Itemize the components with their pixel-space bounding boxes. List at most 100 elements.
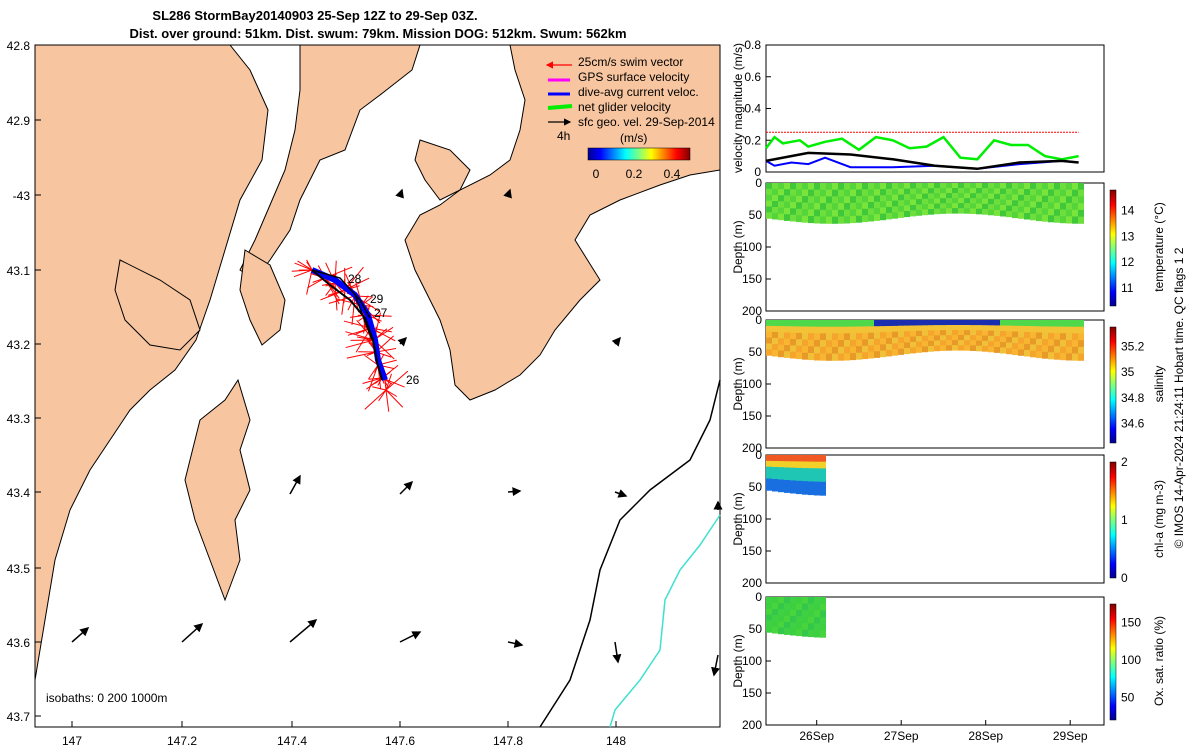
section-cell [1036, 189, 1042, 197]
section-cell [898, 348, 904, 355]
section-cell [1012, 188, 1018, 196]
section-cell [802, 468, 808, 476]
section-ytick-label: 200 [742, 718, 762, 732]
section-cell [976, 345, 982, 352]
section-cell [946, 203, 952, 209]
section-cell [766, 325, 772, 333]
section-cell [862, 320, 868, 327]
land-penisula2 [114, 259, 201, 351]
section-cell [778, 320, 784, 327]
day-label-29: 29 [370, 292, 384, 306]
section-cell [784, 486, 790, 493]
section-cell [814, 630, 820, 638]
section-cell [1048, 189, 1054, 197]
section-cell [766, 349, 772, 356]
section-cell [1078, 346, 1084, 355]
section-cell [850, 196, 856, 204]
section-cell [820, 203, 826, 211]
section-cell [988, 330, 994, 337]
section-cell [874, 320, 880, 327]
section-cell [964, 183, 970, 189]
section-cell [802, 352, 808, 360]
section-cell [1012, 343, 1018, 350]
section-cell [790, 214, 796, 222]
section-cell [1078, 326, 1084, 334]
section-cell [766, 337, 772, 344]
section-cell [784, 480, 790, 487]
section-cell [1072, 203, 1078, 211]
section-cell [808, 202, 814, 210]
section-cell [784, 183, 790, 190]
section-cell [988, 188, 994, 195]
section-cell [958, 203, 964, 209]
isobath-1000 [609, 514, 721, 728]
section-cell [1048, 332, 1054, 340]
section-ytick-label: 100 [742, 654, 762, 668]
section-cell [1066, 346, 1072, 354]
section-cell [1036, 338, 1042, 346]
section-cell [766, 597, 772, 604]
section-cell [856, 326, 862, 334]
section-cell [946, 198, 952, 204]
cbar-tick-2: 0.4 [664, 167, 681, 181]
section-cell [1048, 320, 1054, 327]
section-cell [970, 203, 976, 209]
section-cell [880, 183, 886, 190]
section-cell [778, 473, 784, 480]
section-cell [934, 183, 940, 189]
section-cell [820, 183, 826, 191]
section-cell [778, 344, 784, 352]
section-cell [946, 340, 952, 346]
section-cell [1012, 194, 1018, 201]
section-cell [796, 461, 802, 469]
section-cell [1048, 202, 1054, 210]
section-cell [802, 481, 808, 489]
swim-vector [293, 269, 313, 278]
section-cell [802, 455, 808, 462]
geo-arrow [399, 631, 422, 643]
section-cell [838, 183, 844, 191]
section-cell [772, 320, 778, 327]
section-cell [766, 200, 772, 207]
section-cell [814, 481, 820, 489]
section-ytick-label: 0 [755, 590, 762, 604]
section-cell [766, 188, 772, 196]
section-cell [838, 340, 844, 348]
section-cell [778, 597, 784, 604]
section-cell [784, 195, 790, 203]
section-cell [862, 339, 868, 347]
section-cell [1018, 331, 1024, 339]
section-cell [808, 461, 814, 469]
section-cell [892, 200, 898, 207]
colorbar-tick-label: 12 [1121, 255, 1135, 269]
section-cell [838, 353, 844, 361]
colorbar-tick-label: 0 [1121, 571, 1128, 585]
section-cell [772, 338, 778, 345]
section-cell [796, 345, 802, 353]
section-ylabel: Depth (m) [731, 492, 745, 545]
geo-arrow [614, 489, 628, 498]
section-cell [1066, 340, 1072, 348]
section-cell [1018, 206, 1024, 213]
section-cell [934, 345, 940, 352]
section-cell [784, 603, 790, 610]
map-lon-label: 147 [62, 734, 82, 748]
section-cell [790, 455, 796, 462]
section-cell [802, 202, 808, 210]
section-cell [850, 326, 856, 334]
section-cell [808, 455, 814, 463]
section-cell [994, 188, 1000, 195]
section-cell [886, 201, 892, 208]
section-cell [1024, 195, 1030, 202]
section-cell [982, 193, 988, 200]
section-cell [790, 208, 796, 216]
section-cell [928, 209, 934, 215]
section-ytick-label: 150 [742, 686, 762, 700]
section-cell [850, 353, 856, 361]
section-xtick-label: 28Sep [968, 729, 1003, 743]
section-cell [844, 346, 850, 354]
section-cell [808, 474, 814, 482]
section-cell [778, 189, 784, 196]
section-cell [844, 203, 850, 211]
section-cell [1078, 333, 1084, 341]
